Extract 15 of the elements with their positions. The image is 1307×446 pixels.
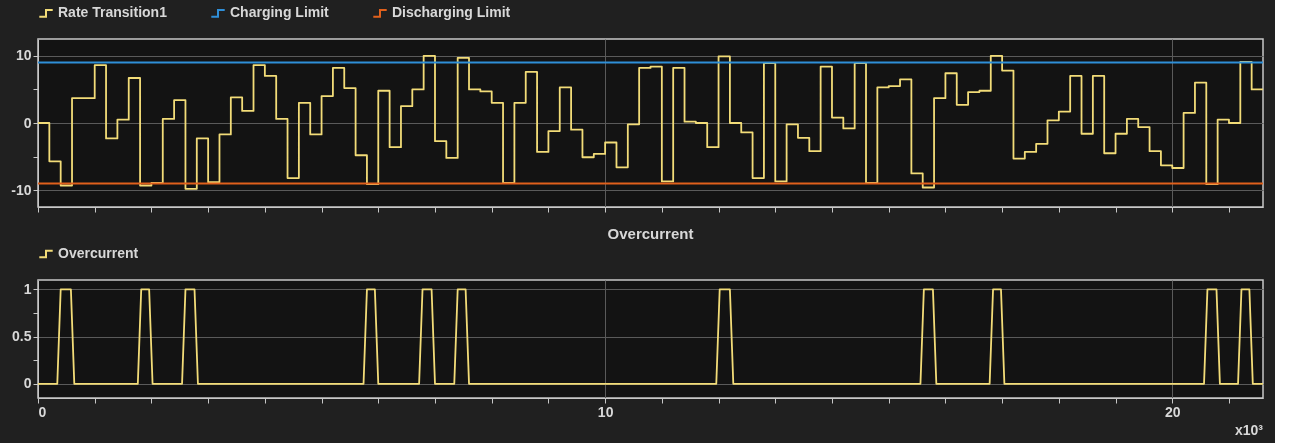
y-tick-label: 1 — [23, 280, 32, 297]
text: x10³ — [1234, 422, 1264, 438]
y-tick-label: 0 — [23, 114, 32, 131]
legend-label: Charging Limit — [230, 4, 330, 21]
x-tick-label: 10 — [597, 403, 614, 420]
y-tick-label: 0.5 — [12, 328, 32, 345]
y-tick-label: 10 — [15, 47, 32, 64]
y-tick-label: -10 — [11, 181, 32, 198]
y-tick-label: 0 — [23, 375, 32, 392]
x-tick-label: 20 — [1164, 403, 1181, 420]
legend-label: Discharging Limit — [392, 4, 511, 21]
x-tick-label: 0 — [38, 403, 47, 420]
chart-title: Overcurrent — [607, 225, 694, 242]
legend-label: Overcurrent — [58, 245, 139, 261]
legend-label: Rate Transition1 — [58, 4, 168, 21]
